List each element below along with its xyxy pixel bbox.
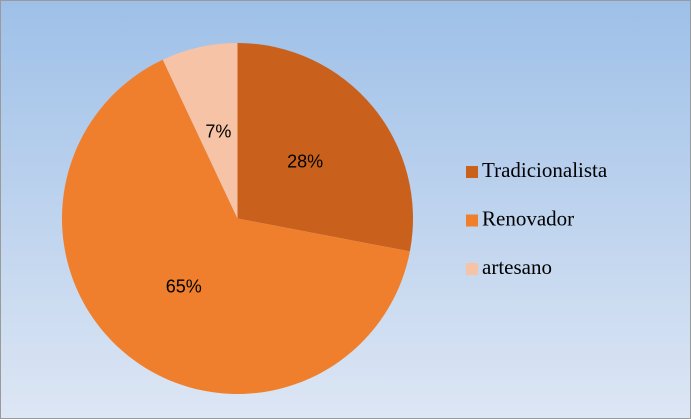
- pie-slice: [237, 43, 413, 252]
- legend-label: Tradicionalista: [482, 158, 608, 182]
- pie-slice: [162, 43, 238, 219]
- legend-label: Renovador: [482, 206, 574, 230]
- legend-swatch: [466, 263, 478, 275]
- data-label: 7%: [205, 122, 231, 142]
- legend-swatch: [466, 214, 478, 227]
- legend-label: artesano: [482, 255, 552, 279]
- data-label: 28%: [287, 151, 323, 171]
- pie-slice: [62, 59, 410, 395]
- legend-swatch: [466, 166, 478, 178]
- data-label: 65%: [166, 277, 202, 297]
